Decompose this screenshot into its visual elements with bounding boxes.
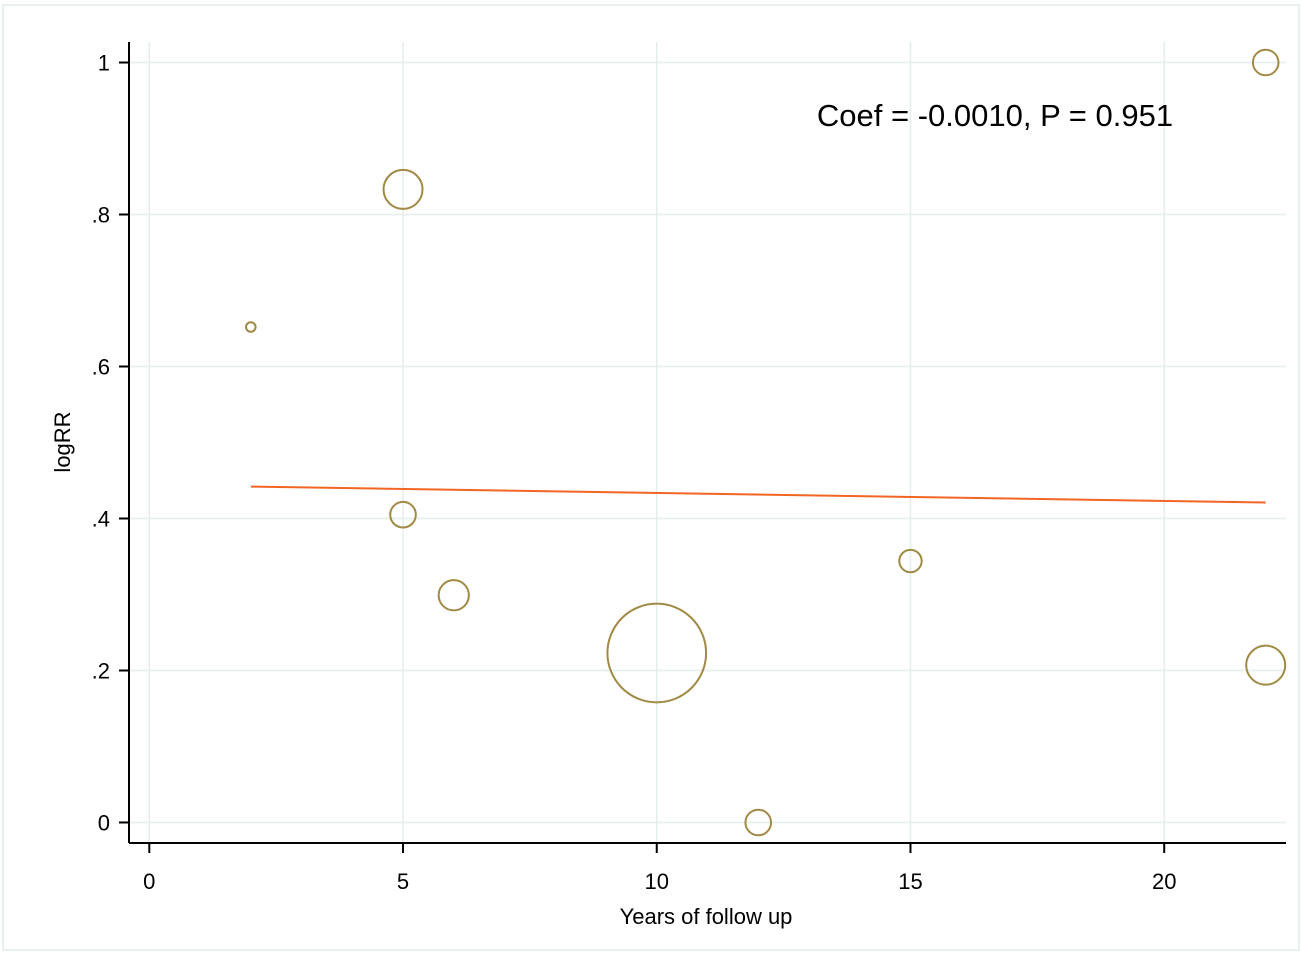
data-point — [389, 500, 417, 529]
y-tick-label: .4 — [92, 506, 110, 531]
axes: 0 5 10 15 20 0 .2 .4 .6 .8 1 — [92, 42, 1286, 894]
fit-line-layer — [250, 485, 1266, 504]
gridlines — [129, 42, 1286, 843]
plot-frame — [2, 4, 1300, 951]
data-point — [1251, 48, 1280, 77]
x-tick-label: 5 — [397, 869, 409, 894]
y-tick-label: .2 — [92, 658, 110, 683]
x-axis-title: Years of follow up — [620, 904, 793, 929]
data-point — [437, 579, 470, 612]
data-point — [606, 602, 708, 704]
data-point — [245, 321, 257, 333]
y-tick-label: 0 — [98, 810, 110, 835]
x-tick-label: 15 — [898, 869, 922, 894]
y-tick-label: .6 — [92, 355, 110, 380]
x-tick-label: 20 — [1152, 869, 1176, 894]
annotation: Coef = -0.0010, P = 0.951 — [817, 98, 1173, 133]
data-point — [1245, 644, 1287, 686]
data-point — [898, 548, 923, 574]
x-tick-label: 0 — [143, 869, 155, 894]
data-points — [245, 48, 1287, 837]
fit-line — [250, 485, 1266, 504]
data-point — [382, 168, 424, 210]
y-tick-label: .8 — [92, 203, 110, 228]
data-point — [744, 808, 773, 837]
y-axis-title: logRR — [50, 411, 75, 472]
x-tick-label: 10 — [645, 869, 669, 894]
y-tick-label: 1 — [98, 51, 110, 76]
